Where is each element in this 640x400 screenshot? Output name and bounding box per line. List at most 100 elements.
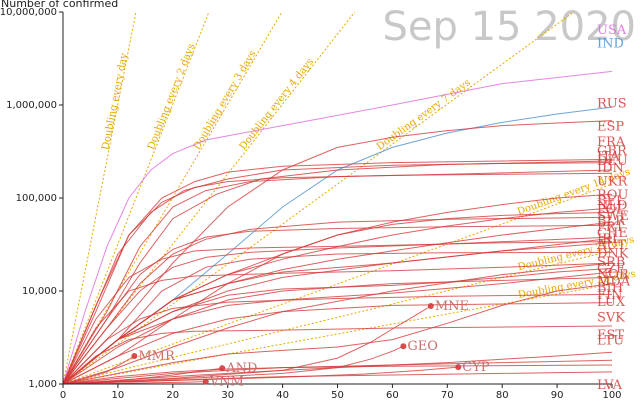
series-label: VNM — [209, 375, 244, 390]
reference-line-label: Doubling every 4 days — [238, 56, 316, 152]
x-tick-label: 80 — [496, 390, 509, 400]
series-label: MDA — [597, 274, 631, 289]
y-ticks: 1,000 10,000 100,000 1,000,000 10,000,000 — [0, 7, 63, 390]
series-label: SWE — [597, 209, 629, 224]
series-label: LTU — [597, 334, 624, 349]
series-line — [62, 216, 613, 385]
series-label: LVA — [597, 378, 623, 393]
y-tick-label: 1,000,000 — [6, 100, 57, 111]
reference-line-label: Doubling every 2 days — [146, 42, 198, 151]
date-label: Sep 15 2020 — [382, 4, 636, 50]
series-label: RUS — [597, 96, 627, 111]
series-line — [62, 224, 613, 385]
series-line — [62, 211, 613, 385]
series-line — [62, 293, 613, 385]
series-line — [62, 106, 613, 385]
y-tick-label: 10,000,000 — [0, 7, 57, 18]
y-axis-title: Number of confirmed — [1, 0, 118, 10]
series-line — [62, 262, 613, 385]
series-line — [62, 172, 613, 385]
reference-line — [62, 11, 574, 385]
series-line — [62, 162, 613, 385]
series-lines — [62, 70, 613, 385]
x-ticks: 0 10 20 30 40 50 60 70 80 90 100 — [60, 384, 622, 400]
series-label: DEU — [597, 154, 628, 169]
series-label: SRB — [597, 255, 625, 270]
series-line — [62, 160, 613, 385]
series-label: FIN — [597, 288, 623, 303]
reference-line-label: Doubling every 7 days — [375, 77, 473, 152]
series-line — [62, 283, 613, 385]
series-line — [62, 302, 613, 385]
series-end-dot — [455, 364, 462, 371]
series-line — [62, 359, 613, 385]
series-label: EST — [597, 328, 624, 343]
series-label: FRA — [597, 135, 626, 150]
series-end-dot — [202, 378, 209, 385]
series-line — [62, 364, 613, 385]
series-line — [62, 70, 613, 385]
series-label: ITA — [597, 150, 620, 165]
series-label: IND — [597, 36, 624, 51]
series-label: NLD — [597, 199, 627, 214]
series-label: AUT — [596, 238, 626, 253]
x-tick-label: 90 — [551, 390, 564, 400]
series-label: USA — [597, 23, 627, 38]
series-label: UKR — [597, 174, 629, 189]
y-tick-label: 100,000 — [16, 193, 57, 204]
series-label: AND — [225, 361, 257, 376]
series-label: GEO — [407, 339, 438, 354]
series-labels: USAINDRUSESPFRAGBRITADEUIDNUKRROUBELNLDP… — [131, 23, 631, 393]
series-line — [62, 251, 613, 385]
x-tick-label: 40 — [276, 390, 289, 400]
x-tick-label: 0 — [60, 390, 66, 400]
series-line — [62, 267, 613, 385]
series-label: NOR — [597, 267, 630, 282]
series-label: CZE — [597, 261, 625, 276]
series-line — [62, 262, 613, 385]
series-label: ESP — [597, 120, 624, 135]
x-tick-label: 100 — [602, 390, 621, 400]
series-end-dot — [131, 353, 138, 360]
reference-line — [62, 183, 613, 385]
series-line — [62, 271, 613, 385]
series-label: MMR — [138, 349, 176, 364]
series-line — [62, 355, 135, 385]
series-label: BIH — [597, 281, 623, 296]
series-label: IRL — [597, 232, 621, 247]
x-tick-label: 50 — [331, 390, 344, 400]
series-line — [62, 276, 613, 385]
series-line — [62, 120, 613, 385]
series-label: BLR — [597, 214, 626, 229]
series-end-dot — [400, 343, 407, 350]
axes — [62, 12, 612, 385]
series-line — [62, 325, 613, 385]
series-line — [62, 241, 613, 385]
series-label: LUX — [597, 295, 626, 310]
series-label: POL — [597, 203, 625, 218]
series-label: CHE — [597, 226, 628, 241]
x-tick-label: 60 — [386, 390, 399, 400]
y-tick-label: 1,000 — [28, 379, 57, 390]
series-label: CYP — [462, 360, 490, 375]
series-end-dot — [219, 365, 226, 372]
series-label: BEL — [597, 194, 625, 209]
x-tick-label: 10 — [112, 390, 125, 400]
reference-line — [62, 11, 210, 385]
series-label: GBR — [597, 144, 628, 159]
reference-line — [62, 11, 137, 385]
series-line — [62, 158, 613, 385]
series-line — [62, 366, 459, 385]
series-label: DNK — [597, 246, 629, 261]
series-label: IDN — [597, 161, 624, 176]
x-tick-label: 70 — [441, 390, 454, 400]
series-end-dot — [427, 302, 434, 309]
series-label: PRT — [597, 220, 624, 235]
y-tick-label: 10,000 — [22, 286, 57, 297]
series-line — [62, 345, 404, 385]
x-tick-label: 30 — [221, 390, 234, 400]
series-label: MNE — [435, 299, 469, 314]
x-tick-label: 20 — [166, 390, 179, 400]
series-label: ROU — [597, 188, 628, 203]
